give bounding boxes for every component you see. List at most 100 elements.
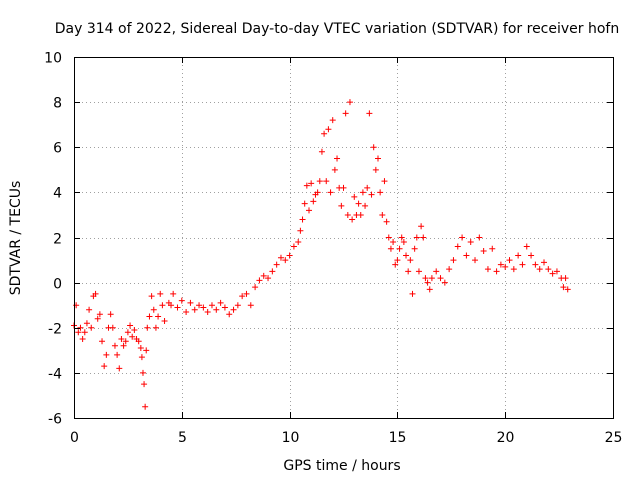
data-point [415,268,422,275]
data-point [564,286,571,293]
y-tick-label: -6 [48,412,62,428]
data-point [83,320,90,327]
data-point [340,184,347,191]
data-point [316,178,323,185]
data-point [183,308,190,315]
data-point [217,299,224,306]
data-point [387,245,394,252]
x-tick-label: 0 [70,430,79,446]
data-point [273,261,280,268]
data-point [362,202,369,209]
data-point [142,403,149,410]
data-point [562,275,569,282]
x-tick-label: 5 [178,430,187,446]
data-point [96,311,103,318]
data-point [77,324,84,331]
data-point [344,211,351,218]
data-point [366,110,373,117]
data-point [403,252,410,259]
data-point [541,259,548,266]
data-point [480,248,487,255]
data-point [111,342,118,349]
y-tick-label: 2 [53,232,62,248]
data-point [243,290,250,297]
data-point [342,110,349,117]
data-point [221,304,228,311]
data-point [379,211,386,218]
data-point [247,302,254,309]
data-point [370,144,377,151]
data-point [528,252,535,259]
data-point [351,193,358,200]
data-point [86,306,93,313]
data-point [139,369,146,376]
data-point [484,266,491,273]
data-point [407,257,414,264]
data-point [374,155,381,162]
data-point [269,268,276,275]
data-point [359,189,366,196]
x-tick-label: 10 [282,430,300,446]
data-point [187,299,194,306]
data-point [295,239,302,246]
data-point [398,234,405,241]
data-point [260,272,267,279]
data-point [318,148,325,155]
data-point [290,243,297,250]
data-point [476,234,483,241]
data-point [116,365,123,372]
data-point [327,189,334,196]
data-point [463,252,470,259]
data-point [418,223,425,230]
data-point [523,243,530,250]
data-point [424,279,431,286]
data-point [118,336,125,343]
data-point [409,290,416,297]
data-point [213,306,220,313]
data-point [120,342,127,349]
data-point [143,347,150,354]
data-point [334,155,341,162]
data-point [331,166,338,173]
data-point [79,336,86,343]
data-point [157,290,164,297]
data-point [256,277,263,284]
data-points [71,99,571,410]
data-point [306,207,313,214]
data-point [428,275,435,282]
data-point [303,182,310,189]
data-point [286,252,293,259]
data-point [301,200,308,207]
data-point [390,239,397,246]
data-point [549,270,556,277]
data-point [191,306,198,313]
data-point [472,257,479,264]
data-point [124,329,131,336]
data-point [81,329,88,336]
data-point [400,239,407,246]
data-point [422,275,429,282]
data-point [204,308,211,315]
data-point [553,268,560,275]
data-point [174,304,181,311]
data-point [437,275,444,282]
data-point [308,180,315,187]
data-point [297,227,304,234]
y-tick-label: 0 [53,277,62,293]
data-point [277,254,284,261]
data-point [129,333,136,340]
data-point [506,257,513,264]
data-point [450,257,457,264]
data-point [385,234,392,241]
data-point [208,302,215,309]
data-point [493,268,500,275]
data-point [252,284,259,291]
data-point [137,345,144,352]
data-point [159,302,166,309]
data-point [103,351,110,358]
y-tick-label: 6 [53,141,62,157]
data-point [405,268,412,275]
data-point [135,338,142,345]
data-point [161,317,168,324]
data-point [127,322,134,329]
